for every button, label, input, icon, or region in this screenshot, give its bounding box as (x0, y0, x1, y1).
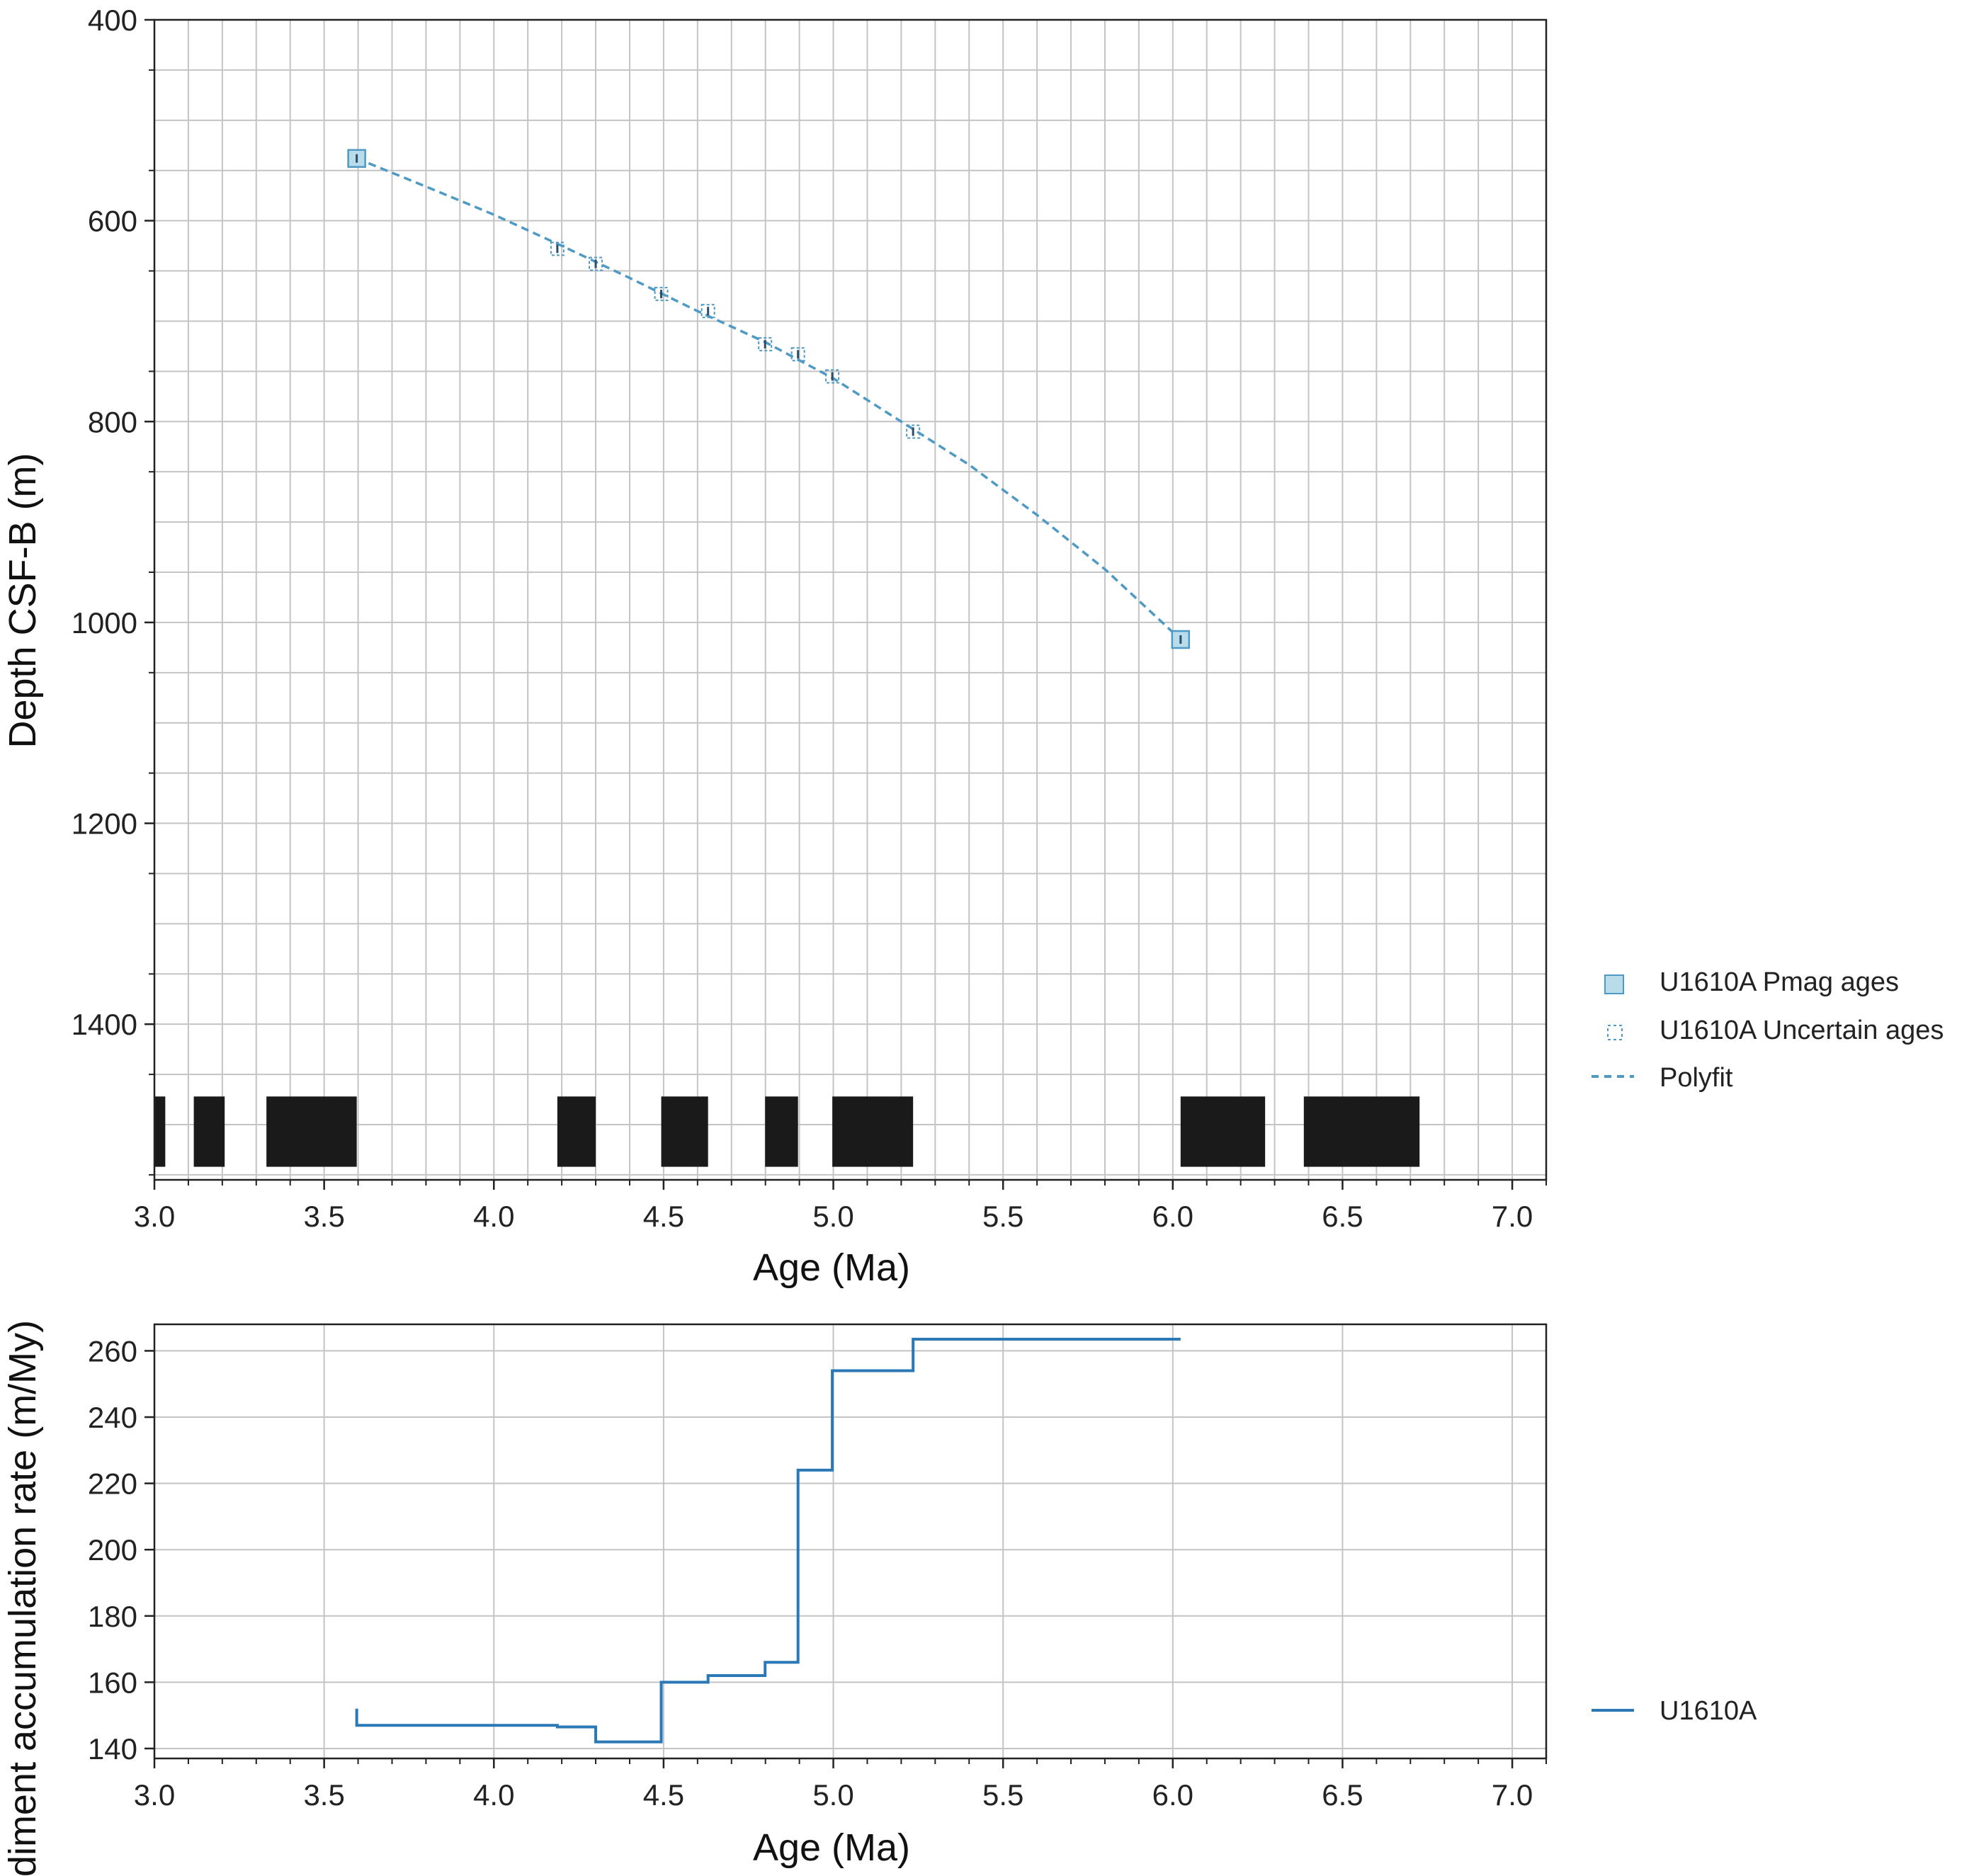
legend-marker-pmag (1604, 974, 1624, 994)
top-xtick-label: 4.5 (643, 1200, 684, 1233)
top-ticks: 3.0 3.5 4.0 4.5 5.0 5.5 6.0 6.5 7.0 400 600 800 1000… (72, 4, 1547, 1233)
uncertain-age-point (589, 256, 603, 271)
bottom-xtick-label: 5.0 (812, 1778, 853, 1812)
bottom-grid (154, 1324, 1546, 1758)
uncertain-age-point (825, 369, 840, 384)
top-xtick-label: 7.0 (1492, 1200, 1533, 1233)
sar-chart: 3.0 3.5 4.0 4.5 5.0 5.5 6.0 6.5 7.0 140 160 180 200 2… (1, 1320, 1757, 1876)
bottom-ytick-label: 220 (88, 1467, 137, 1501)
polarity-bar (557, 1096, 596, 1167)
polarity-bar (1303, 1096, 1420, 1167)
top-ytick-label: 800 (88, 405, 137, 438)
bottom-ytick-label: 240 (88, 1401, 137, 1434)
top-legend: U1610A Pmag ages U1610A Uncertain ages P… (1592, 967, 1944, 1093)
polarity-bar (154, 1096, 166, 1167)
top-ytick-label: 400 (88, 4, 137, 37)
bottom-xtick-label: 3.0 (134, 1778, 175, 1812)
polarity-bar (765, 1096, 798, 1167)
bottom-series (355, 1338, 1181, 1744)
uncertain-age-point (790, 347, 805, 362)
bottom-xtick-label: 6.0 (1152, 1778, 1193, 1812)
bottom-ytick-label: 160 (88, 1666, 137, 1699)
uncertain-age-point (550, 241, 565, 256)
top-xtick-label: 6.5 (1322, 1200, 1363, 1233)
top-x-axis-title: Age (Ma) (753, 1246, 910, 1289)
bottom-plot-frame (153, 1323, 1548, 1760)
bottom-xtick-label: 6.5 (1322, 1778, 1363, 1812)
top-xtick-label: 3.5 (303, 1200, 344, 1233)
top-ytick-label: 1400 (72, 1008, 137, 1041)
legend-label-uncertain: U1610A Uncertain ages (1660, 1016, 1944, 1045)
bottom-y-axis-title: Sediment accumulation rate (m/My) (1, 1320, 44, 1876)
top-series (347, 149, 1191, 649)
legend-label-u1610a: U1610A (1660, 1696, 1757, 1726)
polarity-bar (266, 1096, 357, 1167)
polarity-bar (832, 1096, 914, 1167)
polarity-bars (154, 1096, 1420, 1167)
legend-label-polyfit: Polyfit (1660, 1063, 1733, 1093)
uncertain-age-point (758, 337, 773, 352)
bottom-xtick-label: 4.0 (473, 1778, 514, 1812)
polarity-bar (661, 1096, 708, 1167)
top-xtick-label: 4.0 (473, 1200, 514, 1233)
bottom-xtick-label: 5.5 (982, 1778, 1023, 1812)
top-ytick-label: 1000 (72, 606, 137, 639)
polarity-bar (1180, 1096, 1266, 1167)
top-ytick-label: 1200 (72, 807, 137, 841)
bottom-ytick-label: 140 (88, 1732, 137, 1766)
bottom-xtick-label: 4.5 (643, 1778, 684, 1812)
bottom-xtick-label: 3.5 (303, 1778, 344, 1812)
bottom-legend: U1610A (1592, 1696, 1757, 1726)
top-plot-frame (153, 18, 1548, 1181)
legend-label-pmag: U1610A Pmag ages (1660, 967, 1899, 997)
bottom-ticks: 3.0 3.5 4.0 4.5 5.0 5.5 6.0 6.5 7.0 140 160 180 200 2… (88, 1334, 1547, 1812)
polarity-bar (193, 1096, 225, 1167)
top-y-axis-title: Depth CSF-B (m) (1, 453, 44, 748)
uncertain-age-point (906, 424, 921, 439)
sar-step-line (355, 1338, 1181, 1744)
bottom-xtick-label: 7.0 (1492, 1778, 1533, 1812)
bottom-ytick-label: 260 (88, 1334, 137, 1368)
age-depth-chart: 3.0 3.5 4.0 4.5 5.0 5.5 6.0 6.5 7.0 400 600 800 1000… (1, 4, 1944, 1289)
polyfit-line (356, 157, 1182, 641)
uncertain-age-point (654, 287, 669, 302)
bottom-ytick-label: 200 (88, 1533, 137, 1567)
top-xtick-label: 5.0 (812, 1200, 853, 1233)
top-xtick-label: 6.0 (1152, 1200, 1193, 1233)
bottom-ytick-label: 180 (88, 1600, 137, 1633)
bottom-x-axis-title: Age (Ma) (753, 1826, 910, 1869)
legend-marker-uncertain (1607, 1025, 1623, 1040)
top-grid (154, 19, 1547, 1180)
top-xtick-label: 3.0 (134, 1200, 175, 1233)
top-ytick-label: 600 (88, 205, 137, 238)
uncertain-age-point (700, 304, 715, 319)
top-xtick-label: 5.5 (982, 1200, 1023, 1233)
